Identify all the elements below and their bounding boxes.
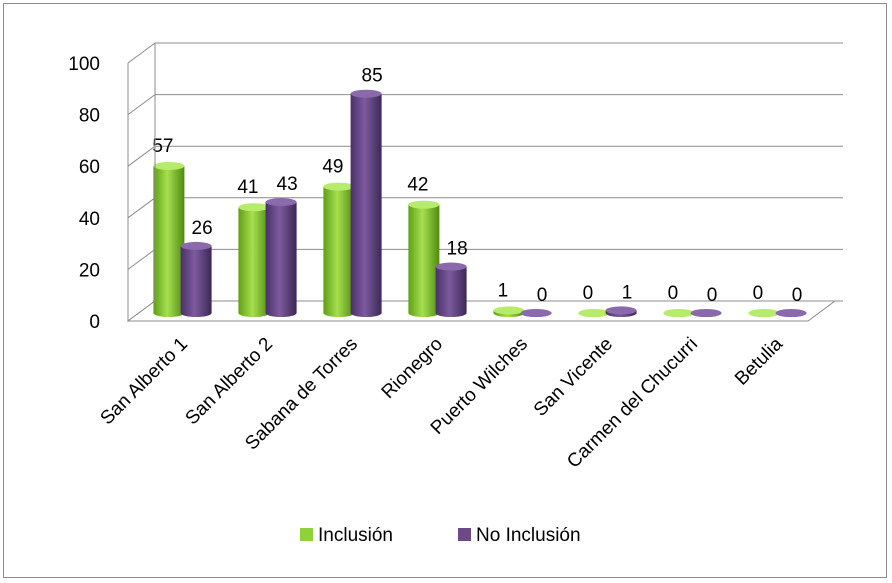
data-label: 0 <box>583 283 594 304</box>
bar-top <box>605 306 637 315</box>
bar <box>748 309 780 317</box>
data-label: 26 <box>192 218 213 239</box>
side-gridline <box>127 94 156 116</box>
bar <box>350 89 382 317</box>
data-label: 85 <box>362 66 383 87</box>
bar-body <box>153 165 185 317</box>
data-labels: 57 26 41 43 49 85 42 18 1 0 0 1 0 0 0 0 <box>152 66 802 306</box>
y-tick-label: 0 <box>89 312 100 333</box>
side-gridline <box>127 197 156 219</box>
data-label: 0 <box>753 283 764 304</box>
legend-swatch <box>458 528 471 541</box>
bar-top <box>238 203 270 212</box>
bar-body <box>180 245 212 317</box>
x-tick-label: San Alberto 2 <box>182 334 278 430</box>
bar <box>323 182 355 317</box>
y-tick-label: 40 <box>79 209 100 230</box>
bars <box>153 89 807 317</box>
bar <box>775 309 807 317</box>
bar <box>520 309 552 317</box>
bar-top <box>265 198 297 207</box>
side-gridline <box>127 145 156 167</box>
bar-top <box>180 241 212 250</box>
bar-top <box>323 182 355 191</box>
bar <box>180 241 212 317</box>
bar-top <box>153 161 185 170</box>
bar <box>265 198 297 317</box>
bar-body <box>408 204 440 317</box>
y-tick-label: 20 <box>79 260 100 281</box>
side-gridline <box>127 42 156 64</box>
legend-label: Inclusión <box>318 525 393 546</box>
x-tick-label: Betulia <box>731 333 787 389</box>
data-label: 1 <box>498 280 509 301</box>
bar-top <box>493 306 525 315</box>
bar-body <box>350 93 382 317</box>
y-tick-label: 100 <box>68 54 100 75</box>
chart-floor <box>126 300 837 322</box>
bar-body <box>323 186 355 317</box>
bar-top <box>775 309 807 317</box>
x-tick-label: San Alberto 1 <box>97 334 193 430</box>
bar <box>578 309 610 317</box>
data-label: 0 <box>668 283 679 304</box>
bar <box>663 309 695 317</box>
bar-top <box>435 262 467 271</box>
data-label: 0 <box>792 285 803 306</box>
y-tick-label: 60 <box>79 157 100 178</box>
bar-body <box>238 207 270 317</box>
bar-body <box>265 202 297 317</box>
data-label: 18 <box>447 239 468 260</box>
bar-top <box>520 309 552 317</box>
data-label: 42 <box>407 175 428 196</box>
bar-body <box>435 266 467 317</box>
bar <box>435 262 467 317</box>
bar-top <box>578 309 610 317</box>
bar <box>238 203 270 317</box>
bar <box>408 200 440 317</box>
data-label: 57 <box>152 136 173 157</box>
y-tick-label: 80 <box>79 106 100 127</box>
data-label: 43 <box>277 174 298 195</box>
data-label: 49 <box>322 157 343 178</box>
bar-top <box>663 309 695 317</box>
bar <box>605 306 637 317</box>
legend: Inclusión No Inclusión <box>300 525 581 546</box>
x-tick-label: Rionegro <box>378 334 447 403</box>
x-tick-label: San Vicente <box>530 334 617 421</box>
data-label: 1 <box>622 282 633 303</box>
bar-top <box>350 89 382 98</box>
bar <box>493 306 525 317</box>
gridlines <box>126 42 843 322</box>
side-gridline <box>127 248 156 270</box>
data-label: 41 <box>237 177 258 198</box>
bar <box>153 161 185 317</box>
data-label: 0 <box>707 285 718 306</box>
legend-label: No Inclusión <box>476 525 581 546</box>
data-label: 0 <box>537 285 548 306</box>
bar-top <box>690 309 722 317</box>
legend-swatch <box>300 528 313 541</box>
bar <box>690 309 722 317</box>
bar-top <box>408 200 440 209</box>
bar-top <box>748 309 780 317</box>
